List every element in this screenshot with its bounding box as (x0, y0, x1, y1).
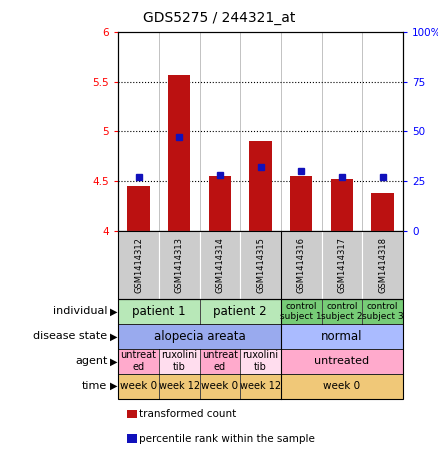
Text: ▶: ▶ (110, 306, 118, 317)
Text: GSM1414316: GSM1414316 (297, 237, 306, 293)
Bar (127, 186, 150, 231)
Text: individual: individual (53, 306, 107, 317)
Text: week 12: week 12 (159, 381, 200, 391)
Text: alopecia areata: alopecia areata (154, 330, 245, 343)
Text: GSM1414312: GSM1414312 (134, 237, 143, 293)
Text: week 12: week 12 (240, 381, 281, 391)
Text: week 0: week 0 (323, 381, 360, 391)
Bar (168, 75, 191, 231)
Text: GSM1414315: GSM1414315 (256, 237, 265, 293)
Text: untreat
ed: untreat ed (202, 351, 238, 372)
Text: agent: agent (75, 356, 107, 366)
Text: week 0: week 0 (120, 381, 157, 391)
Text: disease state: disease state (33, 331, 107, 342)
Text: patient 2: patient 2 (213, 305, 267, 318)
Text: week 0: week 0 (201, 381, 239, 391)
Text: transformed count: transformed count (139, 410, 237, 419)
Text: control
subject 2: control subject 2 (321, 302, 363, 321)
Text: GSM1414314: GSM1414314 (215, 237, 224, 293)
Bar (249, 141, 272, 231)
Text: percentile rank within the sample: percentile rank within the sample (139, 434, 315, 444)
Text: GDS5275 / 244321_at: GDS5275 / 244321_at (143, 11, 295, 25)
Text: patient 1: patient 1 (132, 305, 186, 318)
Text: ruxolini
tib: ruxolini tib (243, 351, 279, 372)
Text: ▶: ▶ (110, 356, 118, 366)
Text: time: time (82, 381, 107, 391)
Bar (209, 176, 231, 231)
Text: GSM1414313: GSM1414313 (175, 237, 184, 293)
Text: ▶: ▶ (110, 331, 118, 342)
Text: untreat
ed: untreat ed (120, 351, 157, 372)
Bar (371, 193, 394, 231)
Bar (331, 179, 353, 231)
Text: ▶: ▶ (110, 381, 118, 391)
Text: control
subject 3: control subject 3 (362, 302, 403, 321)
Text: ruxolini
tib: ruxolini tib (161, 351, 198, 372)
Text: untreated: untreated (314, 356, 370, 366)
Text: GSM1414318: GSM1414318 (378, 237, 387, 293)
Text: control
subject 1: control subject 1 (280, 302, 322, 321)
Text: GSM1414317: GSM1414317 (337, 237, 346, 293)
Bar (290, 176, 312, 231)
Text: normal: normal (321, 330, 363, 343)
